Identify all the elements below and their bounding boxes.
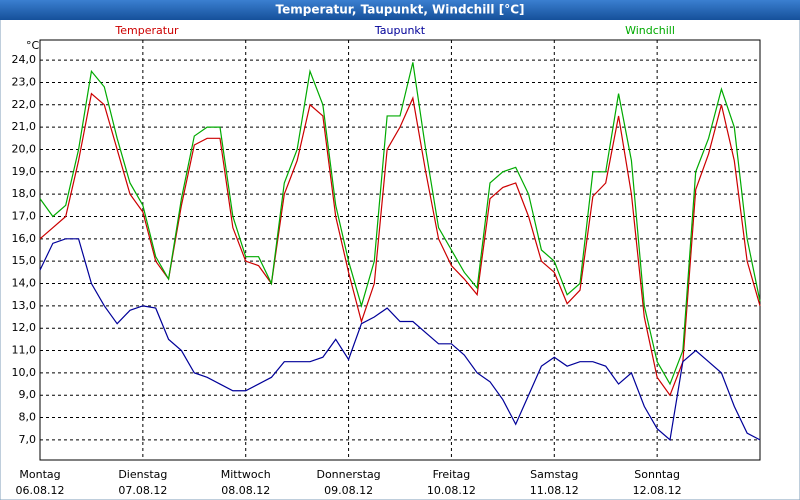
plot-border — [39, 39, 761, 461]
x-tick-label: Dienstag — [118, 468, 167, 481]
y-tick-label: 14,0 — [12, 277, 37, 290]
y-tick-label: 12,0 — [12, 321, 37, 334]
y-tick-label: 13,0 — [12, 299, 37, 312]
y-tick-label: 21,0 — [12, 120, 37, 133]
y-tick-label: 23,0 — [12, 75, 37, 88]
chart-title: Temperatur, Taupunkt, Windchill [°C] — [276, 3, 525, 17]
y-tick-label: 19,0 — [12, 165, 37, 178]
y-tick-label: 8,0 — [19, 411, 37, 424]
x-tick-date: 11.08.12 — [530, 484, 579, 497]
x-tick-date: 07.08.12 — [118, 484, 167, 497]
title-bar — [0, 0, 800, 20]
y-tick-label: 17,0 — [12, 209, 37, 222]
series-line — [39, 238, 761, 442]
x-tick-label: Montag — [19, 468, 60, 481]
legend-label: Taupunkt — [374, 24, 426, 37]
y-tick-label: 20,0 — [12, 142, 37, 155]
x-tick-date: 12.08.12 — [633, 484, 682, 497]
x-tick-date: 08.08.12 — [221, 484, 270, 497]
x-tick-date: 09.08.12 — [324, 484, 373, 497]
series-line — [39, 92, 761, 397]
y-unit: °C — [26, 39, 40, 52]
legend-label: Temperatur — [114, 24, 179, 37]
series-line — [39, 62, 761, 386]
y-tick-label: 18,0 — [12, 187, 37, 200]
y-tick-label: 7,0 — [19, 433, 37, 446]
y-tick-label: 24,0 — [12, 53, 37, 66]
y-tick-label: 10,0 — [12, 366, 37, 379]
x-tick-label: Sonntag — [634, 468, 680, 481]
x-tick-label: Freitag — [433, 468, 471, 481]
y-tick-label: 15,0 — [12, 254, 37, 267]
x-tick-date: 10.08.12 — [427, 484, 476, 497]
y-tick-label: 9,0 — [19, 388, 37, 401]
x-tick-label: Donnerstag — [316, 468, 380, 481]
y-tick-label: 22,0 — [12, 98, 37, 111]
x-tick-label: Mittwoch — [221, 468, 271, 481]
y-tick-label: 16,0 — [12, 232, 37, 245]
y-tick-label: 11,0 — [12, 344, 37, 357]
x-tick-label: Samstag — [530, 468, 578, 481]
x-tick-date: 06.08.12 — [16, 484, 65, 497]
legend-label: Windchill — [625, 24, 675, 37]
